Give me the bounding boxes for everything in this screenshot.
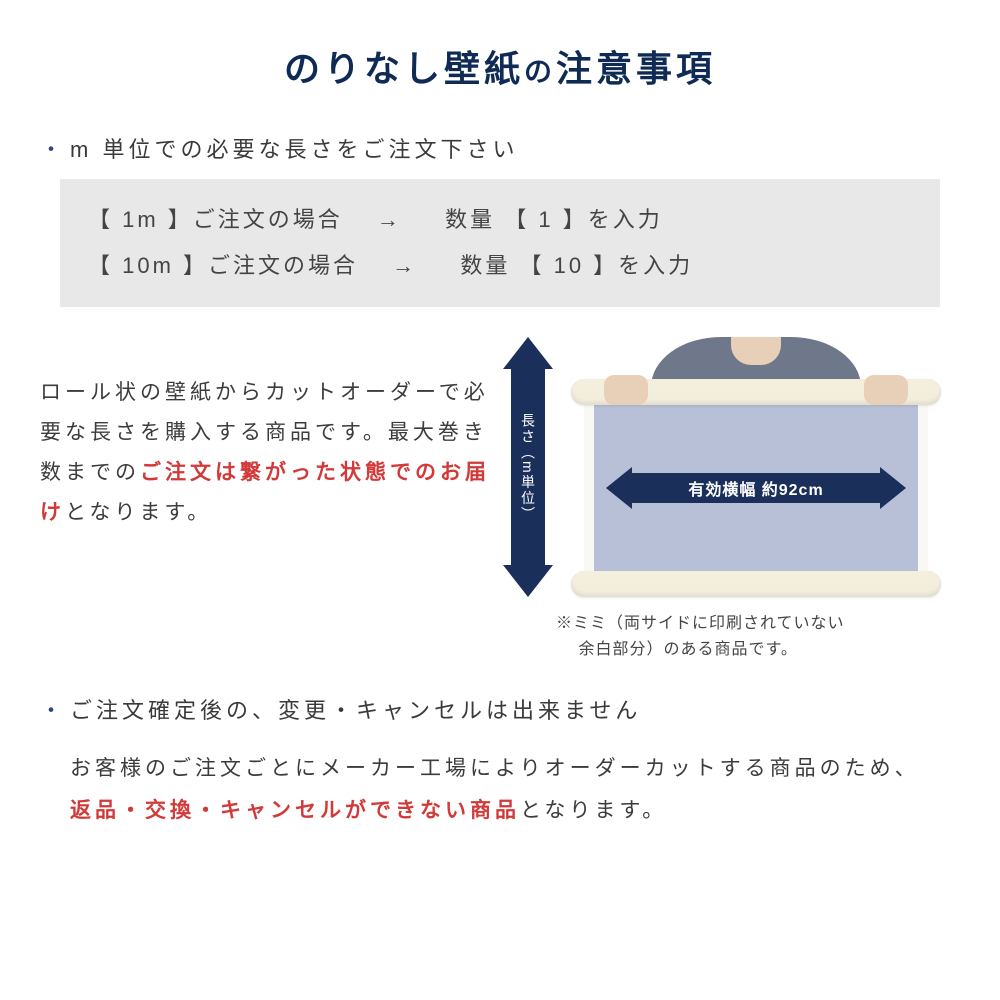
roll-diagram: 長さ（m単位） 有効横幅 約92cm [500,337,960,662]
v-arrow-shaft: 長さ（m単位） [511,369,545,565]
hand-right [864,375,908,405]
horizontal-arrow: 有効横幅 約92cm [606,467,906,509]
person-holding-roll: 有効横幅 約92cm [556,337,956,597]
roll-bottom [571,571,941,597]
body2-b: となります。 [520,799,667,822]
arrow-up-icon [503,337,553,369]
example-row-1: 【 1m 】ご注文の場合 → 数量 【 1 】を入力 [88,197,912,243]
page-title: のりなし壁紙の注意事項 [40,40,960,92]
section-no-cancel: ・ご注文確定後の、変更・キャンセルは出来ません お客様のご注文ごとにメーカー工場… [40,693,960,832]
cut-order-description: ロール状の壁紙からカットオーダーで必要な長さを購入する商品です。最大巻き数までの… [40,337,500,533]
bullet-dot-icon: ・ [40,137,66,162]
order-example-box: 【 1m 】ご注文の場合 → 数量 【 1 】を入力 【 10m 】ご注文の場合… [60,179,940,307]
vertical-arrow: 長さ（m単位） [500,337,556,597]
title-tail: 注意事項 [556,48,716,89]
bullet-dot-icon: ・ [40,698,66,723]
title-main: のりなし壁紙 [284,48,524,89]
bullet-order-unit: ・m 単位での必要な長さをご注文下さい [40,132,960,164]
length-label: 長さ（m単位） [521,413,535,523]
mimi-note: ※ミミ（両サイドに印刷されていない 余白部分）のある商品です。 [500,611,845,662]
no-cancel-description: お客様のご注文ごとにメーカー工場によりオーダーカットする商品のため、返品・交換・… [40,740,960,832]
width-label: 有効横幅 約92cm [632,473,880,503]
mid-section: ロール状の壁紙からカットオーダーで必要な長さを購入する商品です。最大巻き数までの… [40,337,960,662]
bullet2-text: ご注文確定後の、変更・キャンセルは出来ません [70,698,641,723]
bullet1-text: m 単位での必要な長さをご注文下さい [70,137,518,162]
arrow-left-icon [606,467,632,509]
wallpaper-sheet: 有効横幅 約92cm [584,393,928,583]
body2-highlight: 返品・交換・キャンセルができない商品 [70,799,520,822]
mid-text-2: となります。 [65,501,212,524]
body2-a: お客様のご注文ごとにメーカー工場によりオーダーカットする商品のため、 [70,757,920,780]
arrow-down-icon [503,565,553,597]
wallpaper-roll-graphic: 有効横幅 約92cm [556,337,956,597]
title-connector: の [524,56,556,87]
hand-left [604,375,648,405]
diagram-row: 長さ（m単位） 有効横幅 約92cm [500,337,956,597]
example-row-2: 【 10m 】ご注文の場合 → 数量 【 10 】を入力 [88,243,912,289]
arrow-right-icon [880,467,906,509]
bullet-no-cancel: ・ご注文確定後の、変更・キャンセルは出来ません [40,693,960,725]
